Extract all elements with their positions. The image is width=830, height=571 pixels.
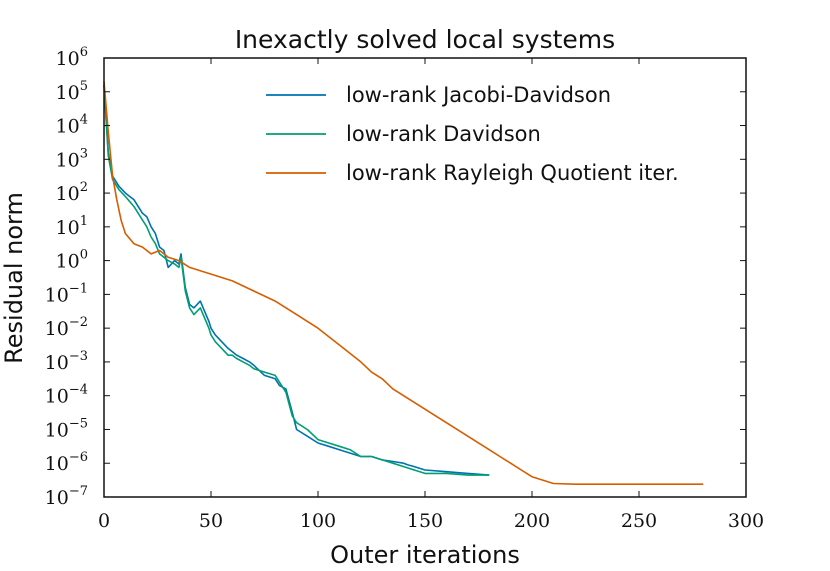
x-tick-label: 50 xyxy=(199,510,223,532)
legend-label: low-rank Davidson xyxy=(346,122,541,146)
y-tick-label: 10−4 xyxy=(45,383,88,408)
x-tick-label: 100 xyxy=(300,510,336,532)
series-layer xyxy=(103,81,704,486)
chart-title: Inexactly solved local systems xyxy=(235,25,615,54)
y-tick-label: 10−2 xyxy=(45,315,88,340)
y-tick-label: 10−1 xyxy=(45,281,88,306)
legend-label: low-rank Rayleigh Quotient iter. xyxy=(346,161,679,185)
x-tick-label: 200 xyxy=(514,510,550,532)
x-axis: 0 50 100 150 200 250 300 xyxy=(98,58,764,532)
legend: low-rank Jacobi-Davidson low-rank Davidso… xyxy=(266,83,679,185)
x-tick-label: 0 xyxy=(98,510,110,532)
y-axis: 106 105 104 103 102 101 100 10−1 10−2 10−3 10−4 10−… xyxy=(45,45,746,509)
x-tick-label: 300 xyxy=(728,510,764,532)
y-axis-title: Residual norm xyxy=(0,192,28,364)
y-tick-label: 104 xyxy=(56,113,88,138)
x-axis-title: Outer iterations xyxy=(330,541,520,569)
x-tick-label: 250 xyxy=(621,510,657,532)
legend-label: low-rank Jacobi-Davidson xyxy=(346,83,611,107)
y-tick-label: 100 xyxy=(56,248,88,273)
y-tick-label: 102 xyxy=(56,180,88,205)
x-tick-label: 150 xyxy=(407,510,443,532)
y-tick-label: 10−7 xyxy=(45,484,88,509)
y-tick-label: 103 xyxy=(56,146,88,171)
y-tick-label: 106 xyxy=(56,45,88,70)
y-tick-label: 10−3 xyxy=(45,349,88,374)
series-line-2 xyxy=(103,84,490,476)
y-tick-label: 101 xyxy=(56,214,88,239)
y-tick-label: 10−5 xyxy=(45,416,88,441)
series-line-3 xyxy=(103,81,704,486)
y-tick-label: 105 xyxy=(56,79,88,104)
y-tick-label: 10−6 xyxy=(45,450,88,475)
